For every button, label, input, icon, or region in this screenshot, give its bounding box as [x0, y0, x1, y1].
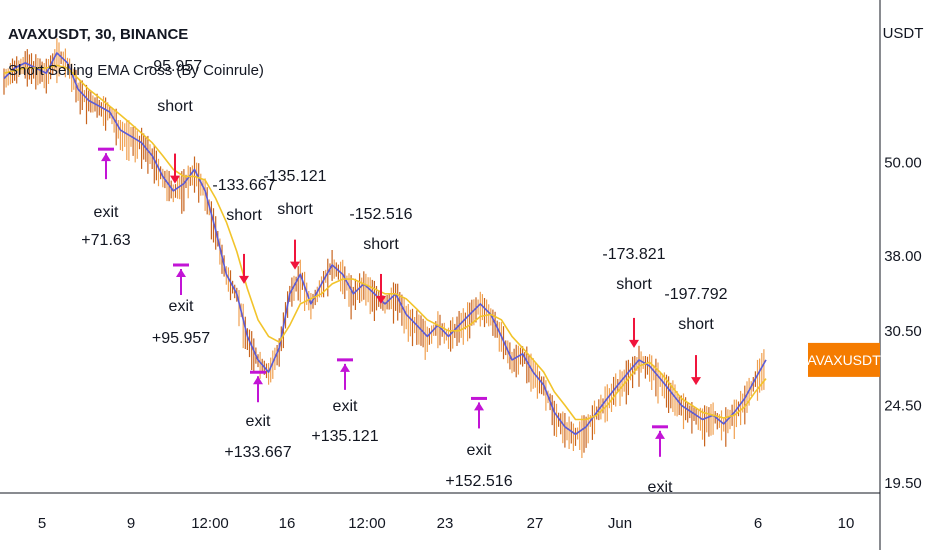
series-lines	[3, 52, 767, 436]
price-tag-box	[808, 342, 880, 377]
x-tick-label: 27	[527, 515, 544, 532]
short-label: -95.957	[148, 58, 202, 75]
price-line	[3, 52, 767, 436]
short-arrowhead	[239, 275, 249, 284]
short-label: short	[363, 236, 399, 253]
symbol-title[interactable]: AVAXUSDT, 30, BINANCE	[8, 26, 189, 43]
short-label: -152.516	[349, 206, 412, 223]
chart-frame	[0, 0, 881, 550]
x-tick-label: 16	[279, 515, 296, 532]
exit-arrowhead	[655, 430, 665, 439]
x-tick-label: 9	[127, 515, 135, 532]
exit-label: +133.667	[224, 444, 291, 461]
x-tick-label: Jun	[608, 515, 632, 532]
short-arrowhead	[376, 295, 386, 304]
axes: 5 9 12:00 16 12:00 23 27 Jun 6 10 50.00 38.00 30.50 2…	[38, 25, 924, 532]
exit-arrowhead	[101, 153, 111, 162]
exit-label: exit	[94, 204, 119, 221]
exit-arrowhead	[253, 376, 263, 385]
short-label: -133.667	[212, 177, 275, 194]
exit-label: exit	[333, 398, 358, 415]
exit-label: +135.121	[311, 428, 378, 445]
trade-annotations: exit +71.63 -95.957 short exit +95.957 -133.66…	[81, 58, 727, 496]
short-label: -135.121	[263, 168, 326, 185]
y-tick-label: 19.50	[884, 475, 922, 492]
exit-label: exit	[169, 298, 194, 315]
x-tick-label: 10	[838, 515, 855, 532]
x-tick-label: 5	[38, 515, 46, 532]
short-label: -173.821	[602, 246, 665, 263]
y-tick-label: 24.50	[884, 397, 922, 414]
short-label: short	[277, 201, 313, 218]
short-arrowhead	[170, 175, 180, 184]
x-tick-label: 12:00	[191, 515, 229, 532]
short-arrowhead	[629, 339, 639, 348]
exit-label: +95.957	[152, 330, 210, 347]
x-tick-label: 12:00	[348, 515, 386, 532]
ema-line	[3, 64, 767, 421]
short-label: short	[678, 316, 714, 333]
exit-arrowhead	[340, 363, 350, 372]
y-tick-label: 38.00	[884, 248, 922, 265]
short-label: -197.792	[664, 286, 727, 303]
exit-label: +71.63	[81, 232, 130, 249]
indicator-name[interactable]: Short Selling EMA Cross (By Coinrule)	[8, 62, 264, 79]
short-label: short	[226, 207, 262, 224]
x-tick-label: 6	[754, 515, 762, 532]
exit-label: exit	[246, 413, 271, 430]
short-arrowhead	[691, 377, 701, 386]
exit-label: +152.516	[445, 473, 512, 490]
exit-label: exit	[648, 479, 673, 496]
exit-arrowhead	[176, 268, 186, 277]
exit-arrowhead	[474, 402, 484, 411]
y-tick-label: 50.00	[884, 155, 922, 172]
y-tick-label: 30.50	[884, 323, 922, 340]
candles	[3, 38, 765, 458]
short-label: short	[157, 98, 193, 115]
exit-label: exit	[467, 442, 492, 459]
short-arrowhead	[290, 261, 300, 270]
short-label: short	[616, 276, 652, 293]
price-tag-label: AVAXUSDT	[807, 352, 881, 368]
currency-label: USDT	[883, 25, 924, 42]
x-tick-label: 23	[437, 515, 454, 532]
